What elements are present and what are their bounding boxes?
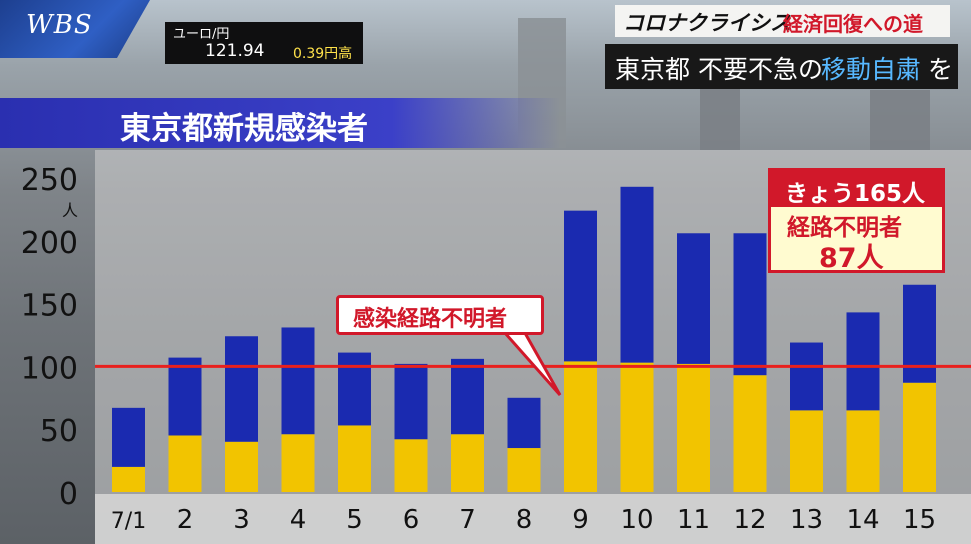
chart-title: 東京都新規感染者 [120,111,368,147]
bar-unknown-route [507,448,541,492]
fx-pair: ユーロ/円 [173,27,230,42]
bar-known-route [790,342,823,411]
bar-known-route [903,284,936,383]
y-axis: 0 50 100 150 200 250 [21,163,78,512]
bar-unknown-route [846,410,880,492]
bar-unknown-route [564,361,597,492]
bar-unknown-route [168,435,202,492]
bar-unknown-route [394,439,428,492]
bar-known-route [507,397,541,449]
x-tick-label: 11 [677,505,710,535]
subtitle-part-a: 東京都 不要不急の [615,55,823,84]
bar-unknown-route [225,441,258,492]
x-tick-label: 2 [177,505,194,535]
unknown-route-count: 87人 [819,243,884,274]
bar-known-route [733,233,767,376]
logo-text: WBS [26,10,93,40]
bar-unknown-route [281,434,315,492]
bar-unknown-route [677,363,710,492]
bar-known-route [281,327,315,435]
x-tick-label: 4 [290,505,307,535]
bar-unknown-route [112,466,145,492]
chart-title-banner: 東京都新規感染者 [0,98,560,148]
y-tick-label: 200 [21,226,78,261]
bar-unknown-route [338,425,371,492]
y-tick-label: 50 [40,414,78,449]
y-tick-label: 100 [21,351,78,386]
bar-unknown-route [903,382,936,492]
fx-change: 0.39円高 [293,46,353,62]
x-tick-label: 12 [733,505,766,535]
x-tick-label: 5 [346,505,363,535]
y-tick-label: 0 [59,477,78,512]
x-tick-label: 13 [790,505,823,535]
fx-ticker: ユーロ/円 121.94 0.39円高 [165,22,363,64]
y-tick-label: 250 [21,163,78,198]
bar-known-route [564,210,597,362]
x-tick-label: 10 [620,505,653,535]
x-axis-strip [95,494,971,544]
bar-unknown-route [790,410,823,492]
x-tick-label: 7/1 [111,509,146,534]
y-axis-unit: 人 [62,201,78,220]
subtitle-part-b: 移動自粛 [821,55,922,84]
bar-known-route [112,407,145,467]
bar-unknown-route [733,375,767,492]
bar-known-route [225,336,258,442]
bar-known-route [338,352,371,426]
unknown-route-label: 経路不明者 [787,215,902,241]
today-count-box: きょう165人 経路不明者 87人 [768,168,945,274]
subtitle-part-c: を [928,55,954,84]
bar-known-route [677,233,710,364]
x-axis: 7/1 2 3 4 5 6 7 8 9 10 11 12 13 14 15 [95,494,971,544]
x-tick-label: 15 [903,505,936,535]
today-count-header: きょう165人 [771,171,942,207]
bar-known-route [846,312,880,411]
bar-unknown-route [451,434,484,492]
y-tick-label: 150 [21,289,78,324]
corona-banner: コロナクライシス 経済回復への道 [615,5,950,37]
bar-known-route [620,186,654,363]
x-tick-label: 8 [516,505,533,535]
corona-title: コロナクライシス [623,11,791,35]
x-tick-label: 6 [403,505,420,535]
x-tick-label: 7 [459,505,476,535]
bar-known-route [168,357,202,436]
bar-unknown-route [620,362,654,492]
callout-label: 感染経路不明者 [353,307,508,332]
callout-unknown-route: 感染経路不明者 [336,295,544,335]
corona-sub: 経済回復への道 [783,12,923,36]
today-count: きょう165人 [785,181,926,207]
building [870,90,930,150]
x-tick-label: 9 [572,505,589,535]
bar-known-route [451,358,484,435]
news-subtitle: 東京都 不要不急の 移動自粛 を [605,44,958,89]
bar-known-route [394,363,428,440]
x-tick-label: 14 [846,505,879,535]
fx-rate: 121.94 [205,41,265,61]
x-tick-label: 3 [233,505,250,535]
